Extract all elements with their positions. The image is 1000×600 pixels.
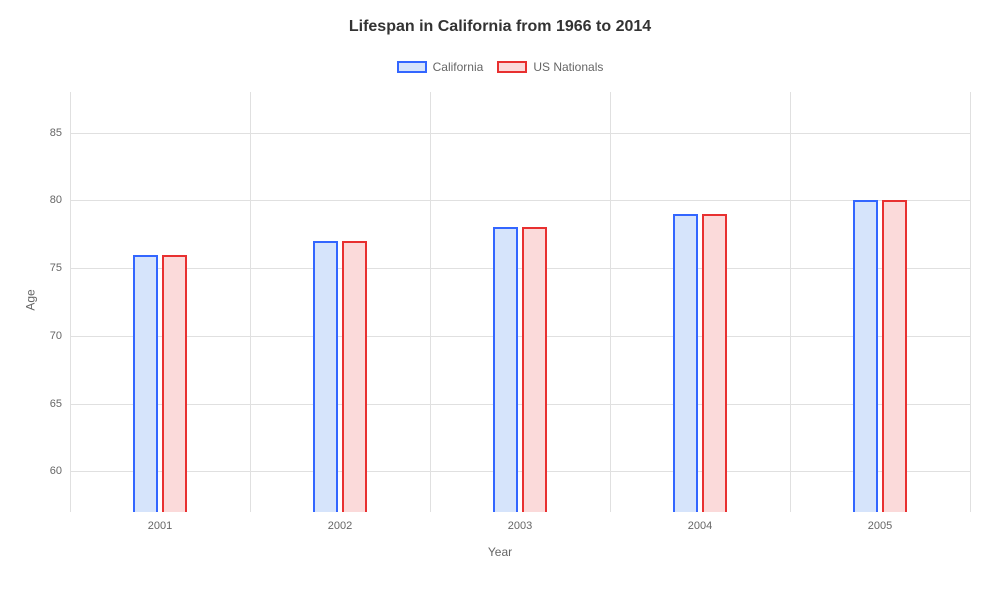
y-tick-label: 85 bbox=[50, 127, 70, 139]
y-tick-label: 75 bbox=[50, 262, 70, 274]
gridline-vertical bbox=[70, 92, 71, 512]
x-tick-label: 2004 bbox=[688, 512, 712, 532]
legend-item-0: California bbox=[397, 60, 484, 74]
gridline-horizontal bbox=[70, 471, 970, 472]
y-tick-label: 60 bbox=[50, 465, 70, 477]
bar bbox=[522, 227, 547, 512]
chart-title: Lifespan in California from 1966 to 2014 bbox=[0, 18, 1000, 36]
gridline-horizontal bbox=[70, 133, 970, 134]
bar bbox=[493, 227, 518, 512]
gridline-horizontal bbox=[70, 200, 970, 201]
legend-label: California bbox=[433, 60, 484, 74]
gridline-horizontal bbox=[70, 404, 970, 405]
bar bbox=[853, 200, 878, 512]
gridline-vertical bbox=[610, 92, 611, 512]
chart-legend: California US Nationals bbox=[0, 60, 1000, 74]
bar bbox=[673, 214, 698, 512]
legend-item-1: US Nationals bbox=[497, 60, 603, 74]
gridline-horizontal bbox=[70, 268, 970, 269]
gridline-vertical bbox=[970, 92, 971, 512]
legend-swatch bbox=[397, 61, 427, 73]
plot-area: 60657075808520012002200320042005 bbox=[70, 92, 970, 512]
bar bbox=[162, 255, 187, 512]
y-tick-label: 80 bbox=[50, 194, 70, 206]
x-axis-title: Year bbox=[0, 545, 1000, 559]
bar bbox=[133, 255, 158, 512]
bar bbox=[702, 214, 727, 512]
lifespan-chart: Lifespan in California from 1966 to 2014… bbox=[0, 0, 1000, 600]
gridline-vertical bbox=[790, 92, 791, 512]
bar bbox=[313, 241, 338, 512]
gridline-horizontal bbox=[70, 336, 970, 337]
y-axis-title: Age bbox=[24, 289, 38, 310]
legend-swatch bbox=[497, 61, 527, 73]
y-tick-label: 65 bbox=[50, 398, 70, 410]
x-tick-label: 2001 bbox=[148, 512, 172, 532]
gridline-vertical bbox=[430, 92, 431, 512]
legend-label: US Nationals bbox=[533, 60, 603, 74]
bar bbox=[882, 200, 907, 512]
y-tick-label: 70 bbox=[50, 330, 70, 342]
x-tick-label: 2002 bbox=[328, 512, 352, 532]
x-tick-label: 2005 bbox=[868, 512, 892, 532]
bar bbox=[342, 241, 367, 512]
x-tick-label: 2003 bbox=[508, 512, 532, 532]
gridline-vertical bbox=[250, 92, 251, 512]
